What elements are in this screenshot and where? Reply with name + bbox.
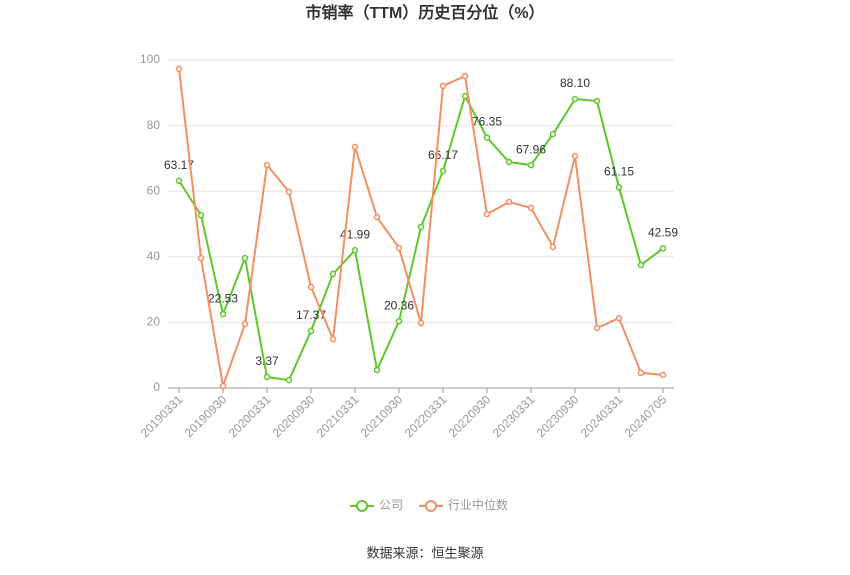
data-point [417,223,425,231]
data-point [307,327,315,335]
data-label: 63.17 [164,158,194,172]
data-point [417,319,425,327]
data-point [373,366,381,374]
data-point [461,72,469,80]
data-point [175,177,183,185]
data-point [527,161,535,169]
y-tick-label: 20 [147,315,161,329]
data-point [219,310,227,318]
data-point [329,335,337,343]
x-tick-label: 20210930 [358,392,406,440]
x-tick-label: 20230930 [534,392,582,440]
x-tick-label: 20190930 [182,392,230,440]
data-point [571,95,579,103]
data-point [219,382,227,390]
data-point [461,92,469,100]
x-tick-label: 20240705 [622,392,670,440]
data-label: 41.99 [340,227,370,241]
data-point [505,198,513,206]
data-label: 67.96 [516,142,546,156]
data-point [307,283,315,291]
x-tick-label: 20220331 [402,392,450,440]
data-point [241,254,249,262]
data-point [351,143,359,151]
y-tick-label: 60 [147,183,161,197]
data-point [549,243,557,251]
data-label: 66.17 [428,148,458,162]
data-label: 76.35 [472,115,502,129]
data-label: 42.59 [648,225,678,239]
legend-label: 公司 [379,498,403,512]
data-point [483,134,491,141]
data-label: 20.36 [384,298,414,312]
data-point [615,314,623,322]
series-line [178,93,664,382]
data-label: 61.15 [604,165,634,179]
x-tick-label: 20190331 [138,392,186,440]
legend-marker [356,500,368,512]
data-point [659,245,667,252]
data-label: 22.53 [208,291,238,305]
chart-title: 市销率（TTM）历史百分位（%） [305,3,544,22]
source-note: 数据来源：恒生聚源 [366,545,483,560]
data-point [197,211,205,219]
x-tick-label: 20230331 [490,392,538,440]
data-label: 17.37 [296,308,326,322]
data-label: 88.10 [560,76,590,90]
data-point [285,188,293,196]
data-label: 3.37 [255,354,279,368]
x-tick-label: 20200930 [270,392,318,440]
data-point [593,97,601,105]
data-point [395,244,403,252]
data-point [263,373,271,381]
legend-label: 行业中位数 [448,497,508,512]
y-tick-label: 0 [153,380,160,394]
data-point [637,369,645,377]
data-point [373,213,381,221]
data-point [439,82,447,90]
data-point [571,152,579,160]
data-point [197,254,205,262]
data-point [549,130,557,138]
x-tick-label: 20210331 [314,392,362,440]
data-point [593,324,601,332]
data-point [241,320,249,328]
data-point [263,161,271,169]
data-point [483,210,491,218]
data-point [615,184,623,191]
y-tick-label: 80 [147,118,161,132]
x-tick-label: 20240331 [578,392,626,440]
x-tick-label: 20200331 [226,392,274,440]
legend-marker [425,500,438,512]
y-tick-label: 100 [140,52,160,66]
data-point [351,247,359,254]
data-point [505,158,513,166]
data-point [527,204,535,212]
data-point [439,167,447,175]
data-point [175,65,183,73]
x-tick-label: 20220930 [446,392,494,440]
data-point [395,317,403,325]
data-point [329,270,337,278]
data-point [659,371,667,379]
data-point [285,376,293,384]
data-point [637,261,645,269]
y-tick-label: 40 [147,249,161,263]
